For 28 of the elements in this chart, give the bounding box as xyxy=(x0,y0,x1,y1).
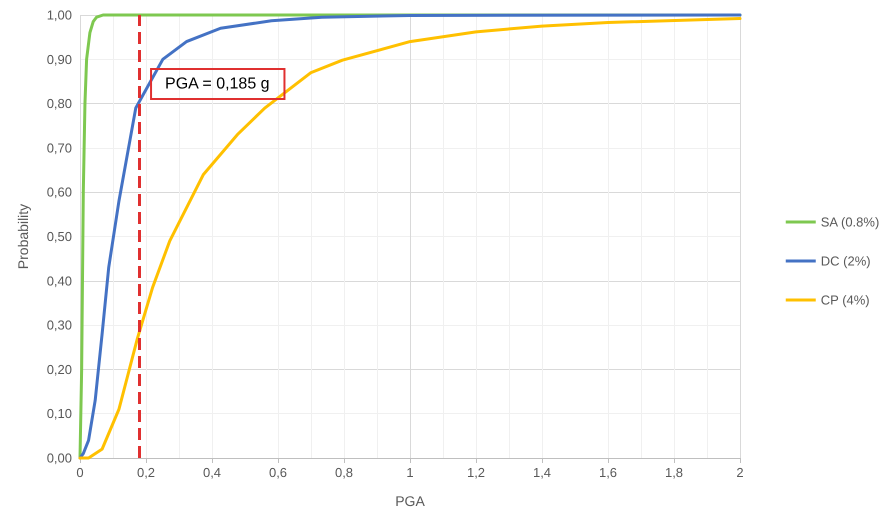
y-tick-label: 0,10 xyxy=(46,406,72,422)
y-tick-label: 0,90 xyxy=(46,52,72,67)
y-tick-label: 1,00 xyxy=(46,8,72,22)
legend-label: SA (0.8%) xyxy=(820,214,880,230)
y-tick-label: 0,50 xyxy=(46,229,72,244)
x-tick-label: 0,8 xyxy=(334,465,354,480)
x-axis-title: PGA xyxy=(395,493,426,509)
x-tick-label: 1,4 xyxy=(532,465,552,480)
x-tick-label: 0,6 xyxy=(268,465,288,480)
y-tick-label: 0,30 xyxy=(46,318,72,333)
y-tick-label: 0,20 xyxy=(46,362,72,377)
x-tick-label: 1 xyxy=(406,465,414,480)
y-tick-label: 0,00 xyxy=(46,450,72,466)
y-tick-label: 0,80 xyxy=(46,96,72,112)
x-tick-label: 2 xyxy=(736,465,744,480)
x-tick-label: 0 xyxy=(76,465,84,480)
x-tick-label: 1,6 xyxy=(598,465,618,480)
legend-label: DC (2%) xyxy=(820,254,871,268)
x-tick-label: 1,2 xyxy=(466,465,486,480)
y-tick-label: 0,60 xyxy=(46,184,72,200)
ref-line-label: PGA = 0,185 g xyxy=(165,76,270,92)
y-tick-label: 0,40 xyxy=(46,273,72,288)
x-tick-label: 0,4 xyxy=(202,465,222,480)
legend-label: CP (4%) xyxy=(820,292,870,308)
y-axis-title: Probability xyxy=(15,204,31,270)
x-tick-label: 1,8 xyxy=(664,465,684,480)
x-tick-label: 0,2 xyxy=(136,465,156,480)
y-tick-label: 0,70 xyxy=(46,140,72,156)
